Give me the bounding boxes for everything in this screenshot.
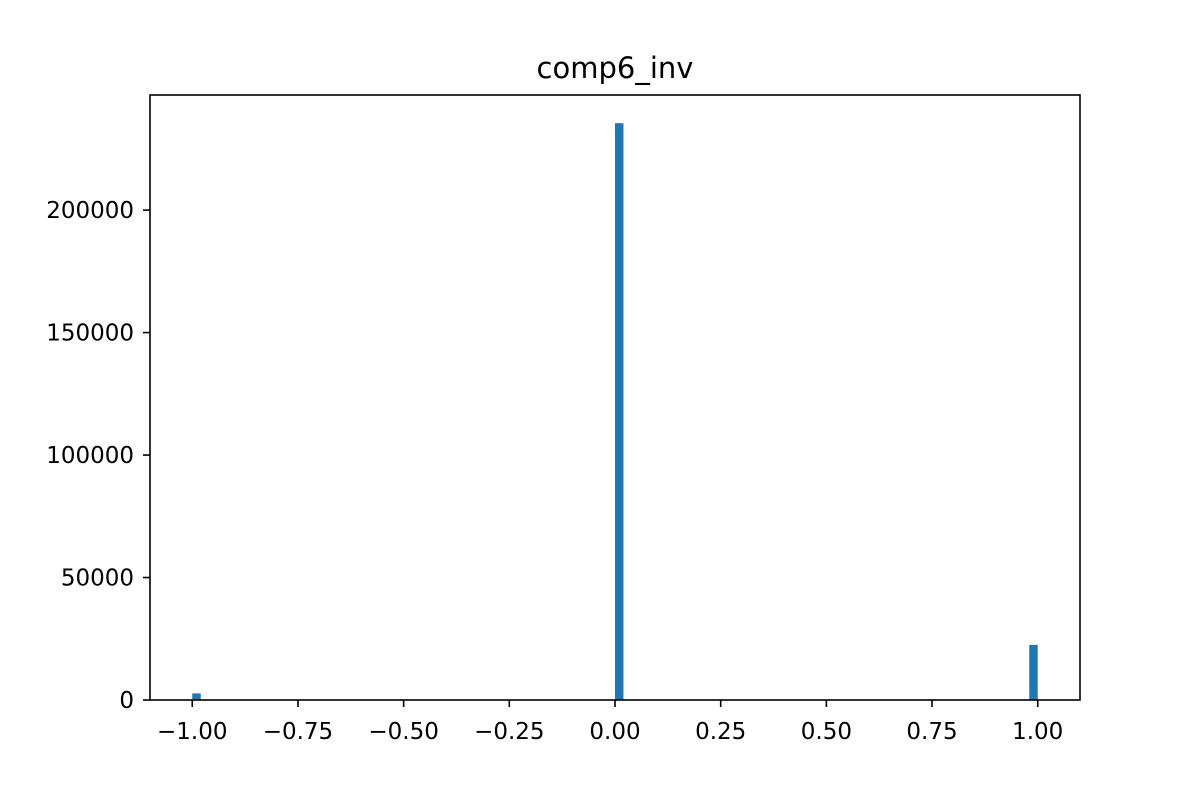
histogram-bar — [192, 693, 201, 700]
x-tick-label: 0.75 — [906, 719, 957, 745]
x-axis: −1.00 −0.75 −0.50 −0.25 0.00 0.25 0.50 0.75 1.00 — [157, 700, 1063, 745]
y-tick-label: 0 — [119, 688, 134, 714]
bars-layer — [192, 123, 1038, 700]
y-tick-label: 50000 — [61, 566, 134, 592]
x-tick-label: 1.00 — [1012, 719, 1063, 745]
y-axis: 0 50000 100000 150000 200000 — [46, 198, 150, 714]
y-tick-label: 150000 — [46, 321, 134, 347]
chart-title: comp6_inv — [537, 51, 694, 85]
x-tick-label: −0.50 — [368, 719, 438, 745]
x-tick-label: 0.00 — [589, 719, 640, 745]
x-tick-label: −0.25 — [474, 719, 544, 745]
x-tick-label: −0.75 — [263, 719, 333, 745]
x-tick-label: −1.00 — [157, 719, 227, 745]
x-tick-label: 0.50 — [801, 719, 852, 745]
y-tick-label: 200000 — [46, 198, 134, 224]
x-tick-label: 0.25 — [695, 719, 746, 745]
histogram-bar — [1029, 644, 1038, 700]
histogram-bar — [615, 123, 624, 700]
y-tick-label: 100000 — [46, 443, 134, 469]
